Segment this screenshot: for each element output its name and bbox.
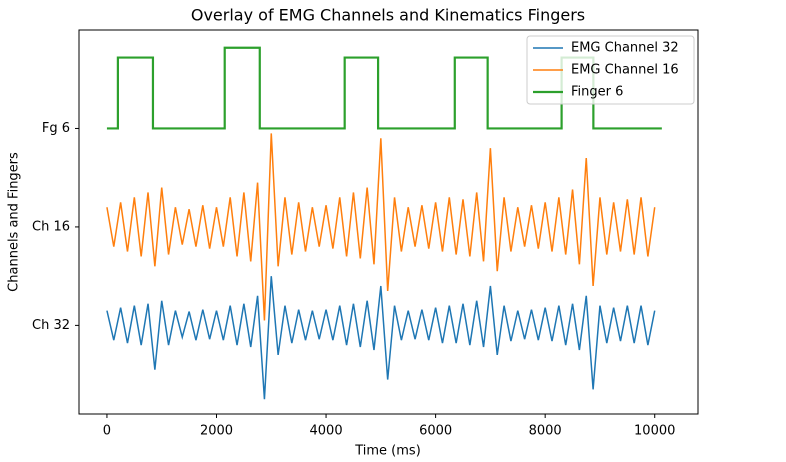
y-tick-label: Ch 32 (32, 318, 70, 333)
x-tick-label: 6000 (419, 424, 452, 439)
series-line (106, 133, 656, 321)
series-line (106, 276, 656, 400)
y-tick-label: Ch 16 (32, 219, 70, 234)
x-tick-label: 4000 (310, 424, 343, 439)
chart-title: Overlay of EMG Channels and Kinematics F… (191, 6, 585, 25)
y-tick-label: Fg 6 (42, 121, 70, 136)
x-tick-label: 2000 (200, 424, 233, 439)
x-tick-label: 10000 (634, 424, 675, 439)
legend-label: EMG Channel 16 (571, 63, 679, 78)
legend-box (526, 35, 695, 105)
legend-label: Finger 6 (571, 85, 623, 100)
x-tick-label: 8000 (529, 424, 562, 439)
x-tick-label: 0 (103, 424, 111, 439)
legend-label: EMG Channel 32 (571, 41, 679, 56)
axes-frame (78, 29, 699, 415)
x-axis-label: Time (ms) (354, 444, 421, 459)
y-axis-label: Channels and Fingers (7, 152, 22, 292)
